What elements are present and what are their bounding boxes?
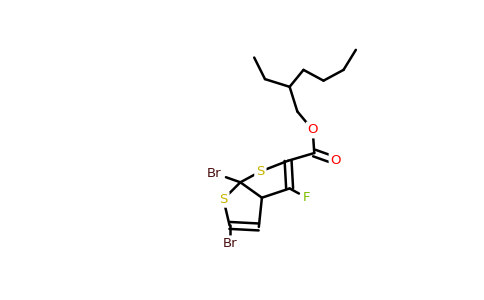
Text: O: O — [307, 123, 318, 136]
Text: Br: Br — [207, 167, 222, 180]
Text: F: F — [303, 191, 310, 204]
Text: S: S — [256, 165, 265, 178]
Text: S: S — [219, 193, 227, 206]
Text: Br: Br — [222, 237, 237, 250]
Text: O: O — [331, 154, 341, 167]
